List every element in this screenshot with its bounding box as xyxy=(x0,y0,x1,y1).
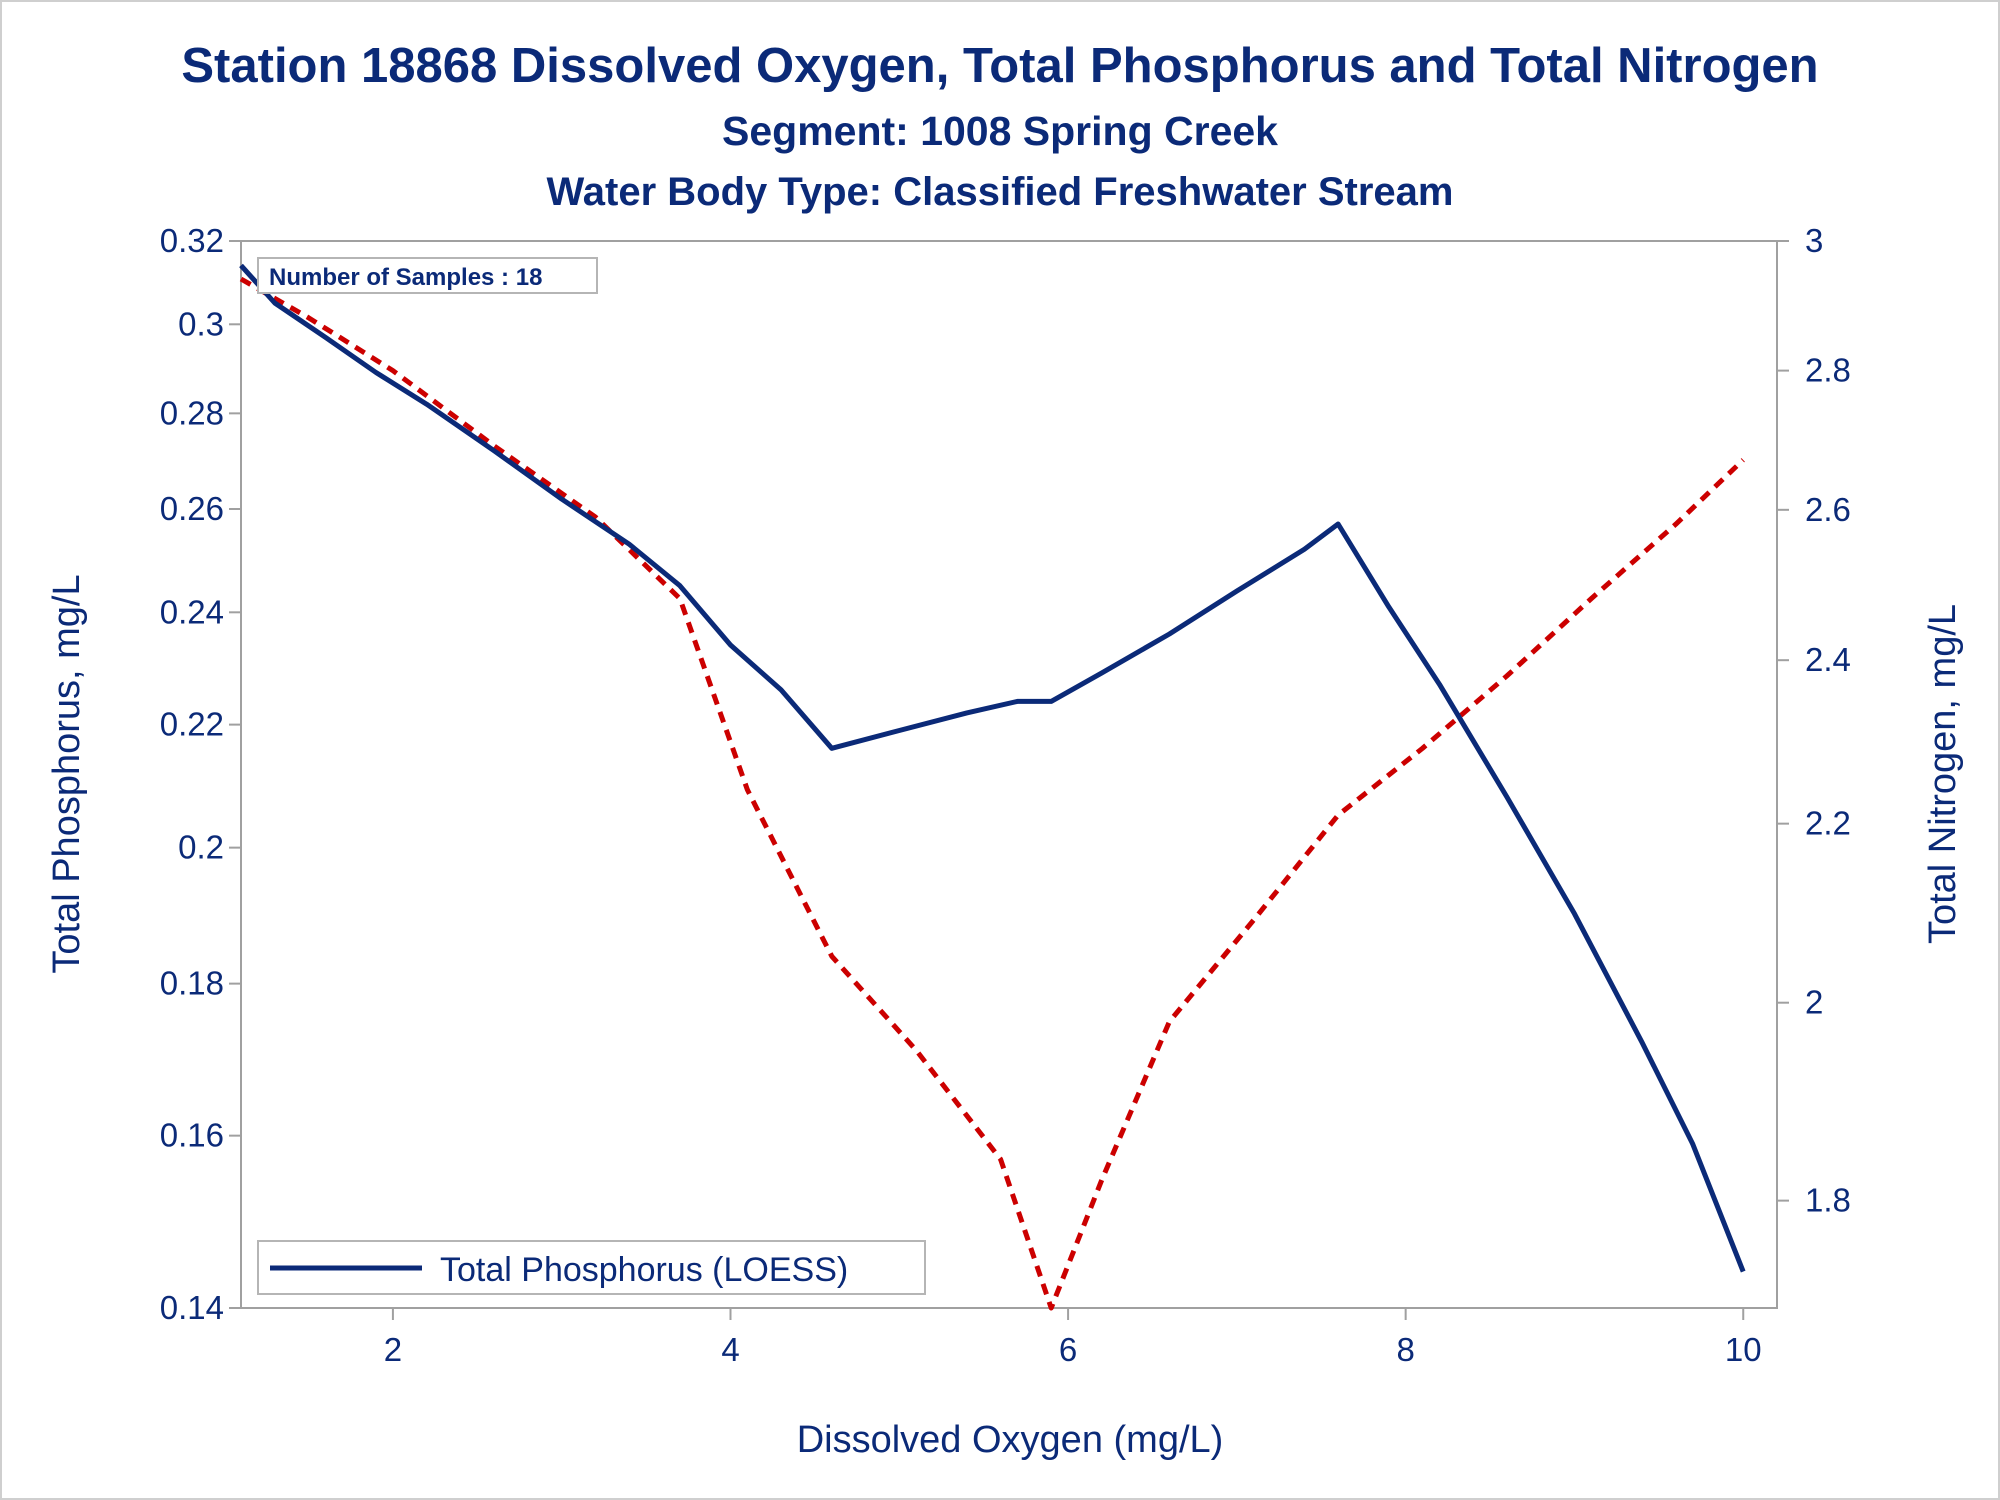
y-left-tick-label: 0.28 xyxy=(160,394,224,431)
y-axis-right: 1.8 2 2.2 2.4 2.6 2.8 3 xyxy=(1777,222,1851,1219)
chart-subtitle-water-body: Water Body Type: Classified Freshwater S… xyxy=(546,170,1454,214)
y-axis-left: 0.14 0.16 0.18 0.2 0.22 0.24 0.26 0.28 0.3 0.32 xyxy=(160,222,241,1326)
series-line-nitrogen xyxy=(239,276,1745,1311)
legend-label-phosphorus: Total Phosphorus (LOESS) xyxy=(440,1251,848,1289)
x-axis-label: Dissolved Oxygen (mg/L) xyxy=(797,1419,1224,1461)
y-left-tick-label: 0.16 xyxy=(160,1117,224,1154)
x-tick-label: 8 xyxy=(1396,1331,1414,1368)
y-left-tick-label: 0.2 xyxy=(178,829,224,866)
y-left-tick-label: 0.24 xyxy=(160,593,224,630)
x-axis: 2 4 6 8 10 xyxy=(384,1308,1762,1368)
x-tick-label: 6 xyxy=(1059,1331,1077,1368)
x-tick-label: 2 xyxy=(384,1331,402,1368)
x-tick-label: 4 xyxy=(721,1331,739,1368)
y-right-tick-label: 2.8 xyxy=(1805,352,1851,389)
annotation-text: Number of Samples : 18 xyxy=(269,264,542,291)
y-left-tick-label: 0.3 xyxy=(178,305,224,342)
chart-subtitle-segment: Segment: 1008 Spring Creek xyxy=(722,108,1278,154)
y-left-tick-label: 0.22 xyxy=(160,706,224,743)
y-left-tick-label: 0.26 xyxy=(160,490,224,527)
series-line-phosphorus xyxy=(239,263,1746,1273)
y-right-tick-label: 2.2 xyxy=(1805,805,1851,842)
annotation-box xyxy=(257,257,598,294)
y-right-tick-label: 2.6 xyxy=(1805,491,1851,528)
y-right-tick-label: 2 xyxy=(1805,984,1823,1021)
series-layer xyxy=(239,263,1746,1311)
y-right-tick-label: 2.4 xyxy=(1805,641,1851,678)
plot-area-border xyxy=(240,240,1778,1309)
y-left-tick-label: 0.14 xyxy=(160,1289,224,1326)
chart-title: Station 18868 Dissolved Oxygen, Total Ph… xyxy=(181,39,1819,93)
y-left-tick-label: 0.32 xyxy=(160,222,224,259)
y-axis-right-label: Total Nitrogen, mg/L xyxy=(1922,604,1964,944)
y-right-tick-label: 1.8 xyxy=(1805,1182,1851,1219)
sample-count-annotation: Number of Samples : 18 xyxy=(257,257,598,294)
y-axis-left-label: Total Phosphorus, mg/L xyxy=(46,574,88,973)
y-left-tick-label: 0.18 xyxy=(160,965,224,1002)
legend: Total Phosphorus (LOESS) xyxy=(257,1240,926,1295)
y-right-tick-label: 3 xyxy=(1805,222,1823,259)
x-tick-label: 10 xyxy=(1725,1331,1762,1368)
